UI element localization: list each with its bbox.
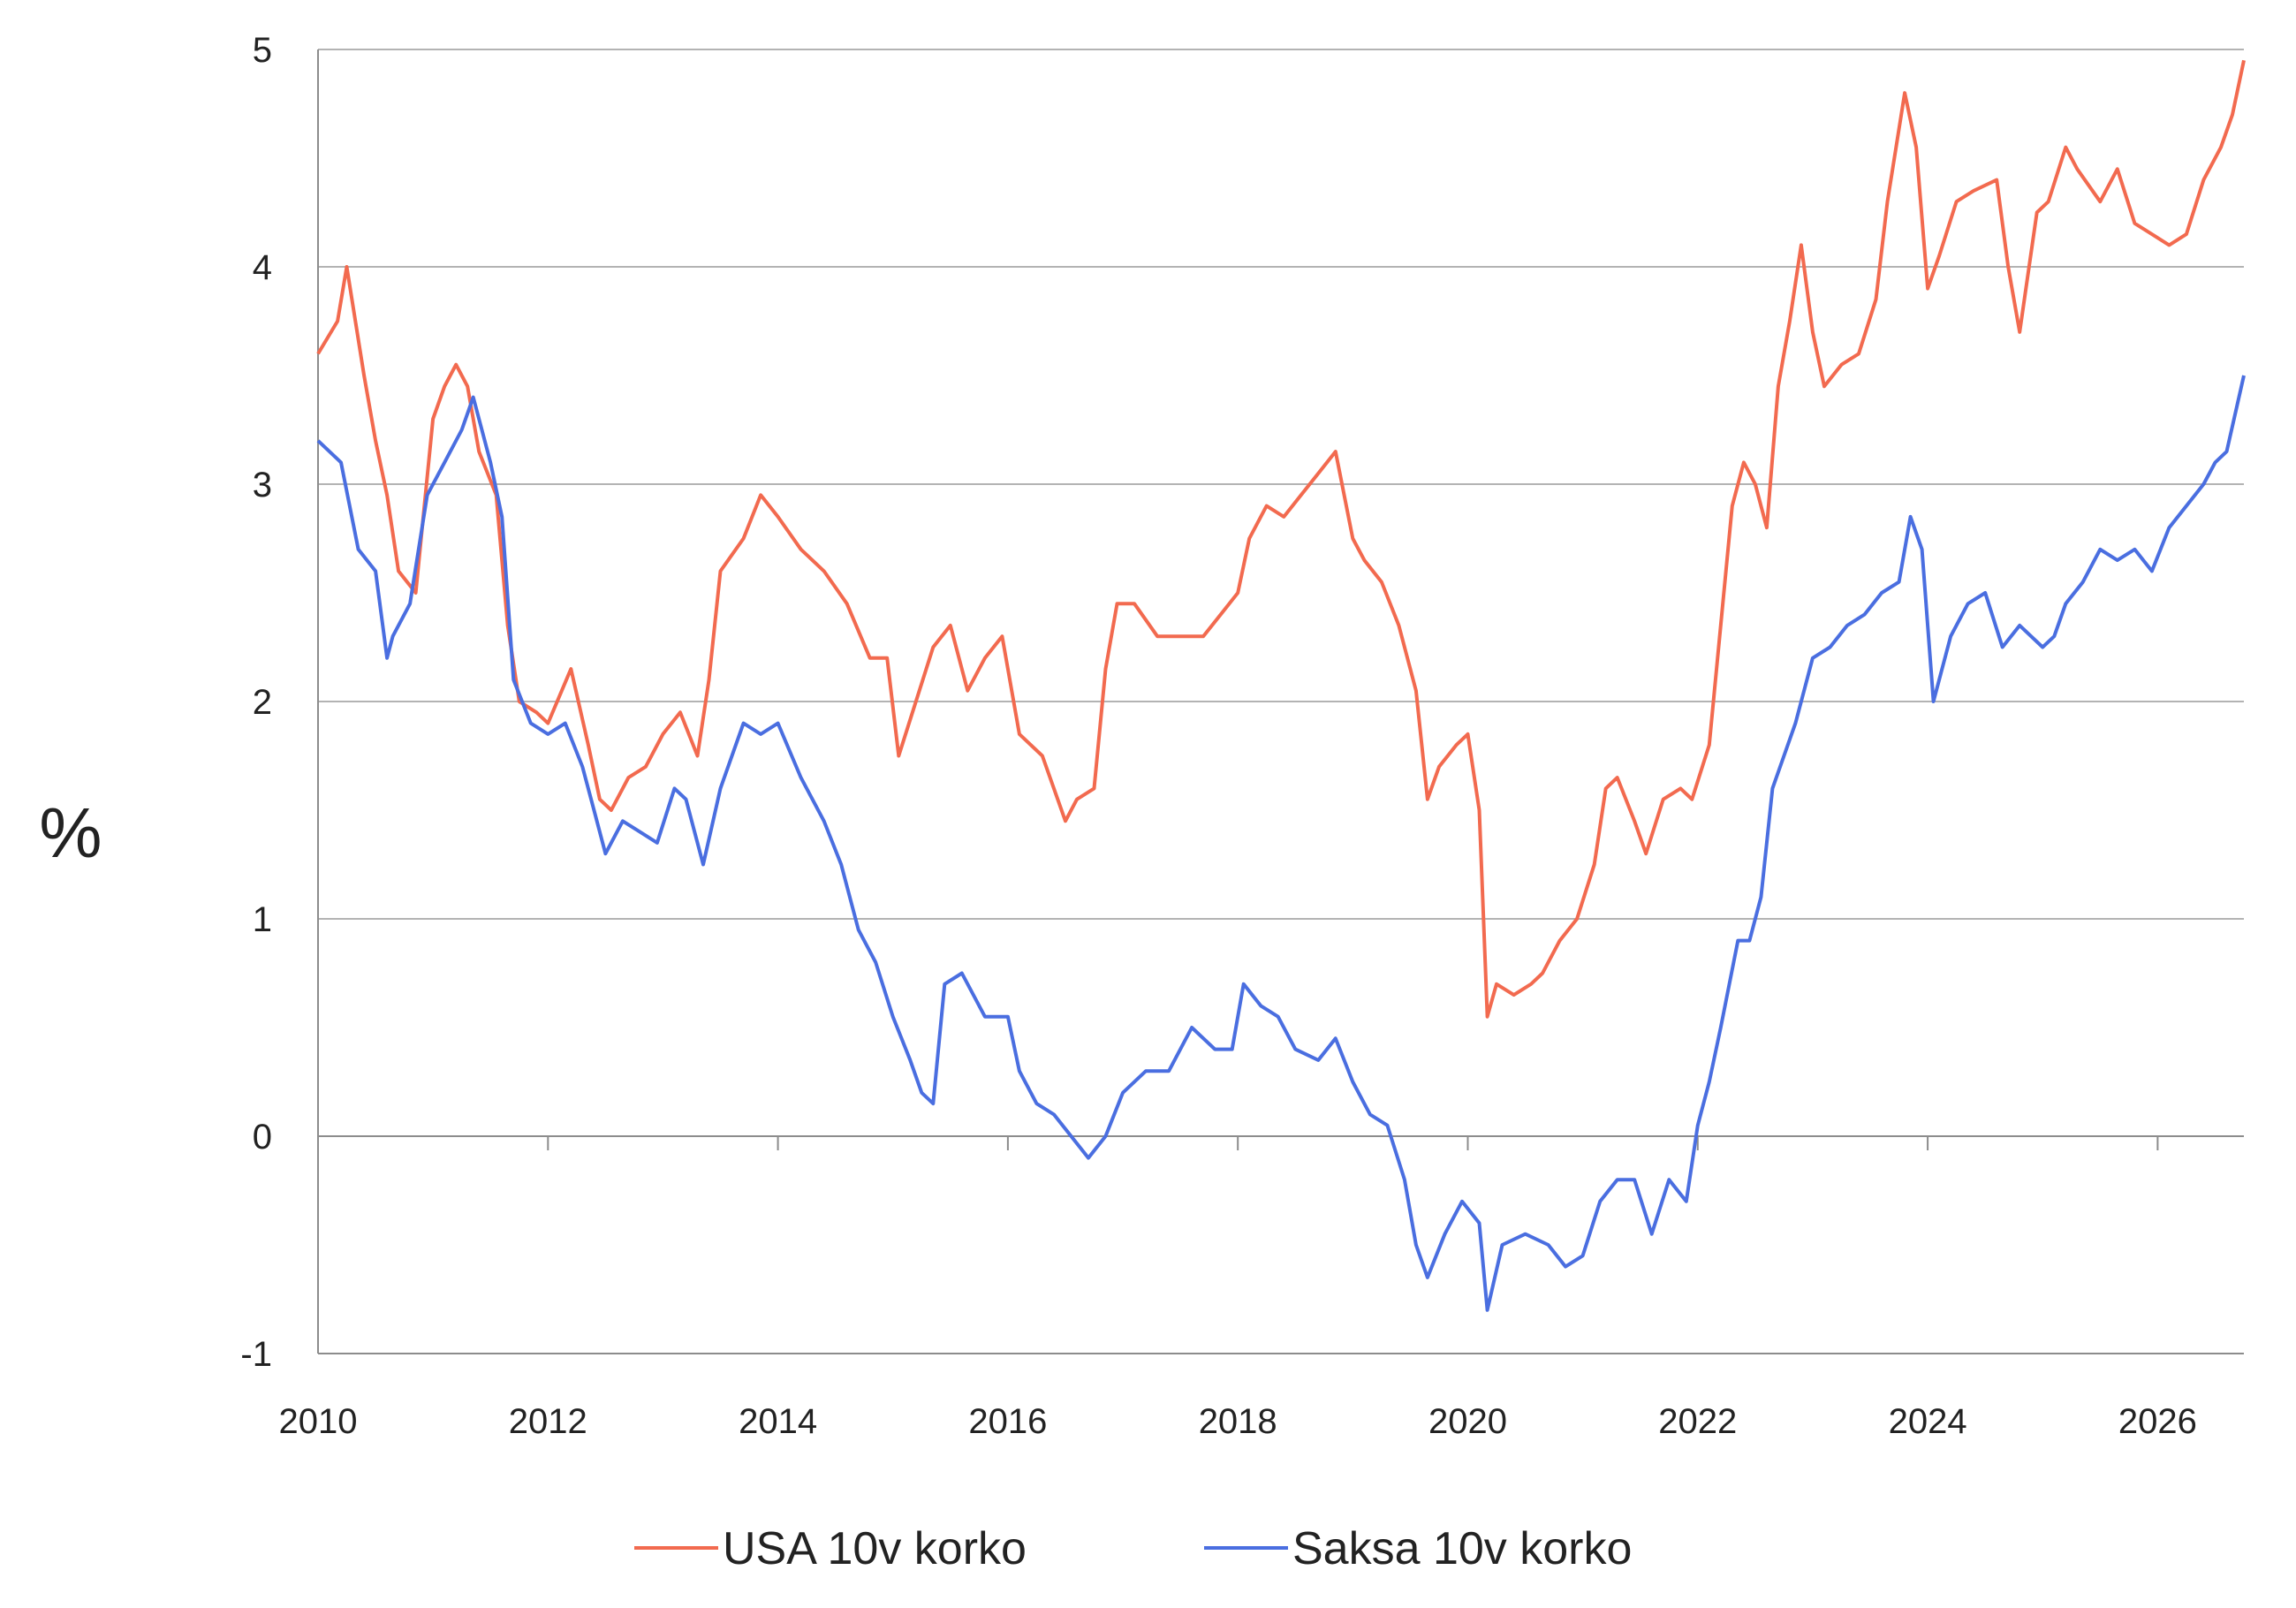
legend: USA 10v korko Saksa 10v korko xyxy=(634,1523,1632,1574)
x-tick-label: 2020 xyxy=(1428,1402,1507,1441)
y-tick-label: 0 xyxy=(253,1118,272,1157)
x-tick-label: 2010 xyxy=(279,1402,358,1441)
legend-label-1: Saksa 10v korko xyxy=(1292,1523,1632,1574)
x-tick-label: 2014 xyxy=(739,1402,817,1441)
series-line-0 xyxy=(316,59,2246,1019)
y-tick-label: 4 xyxy=(253,248,272,287)
axes xyxy=(317,49,2244,1354)
legend-label-0: USA 10v korko xyxy=(723,1523,1027,1574)
y-tick-label: -1 xyxy=(240,1335,272,1374)
y-tick-label: 2 xyxy=(253,683,272,722)
x-tick-label: 2016 xyxy=(968,1402,1047,1441)
y-axis-label: % xyxy=(39,793,102,872)
x-tick-label: 2012 xyxy=(509,1402,587,1441)
y-tick-label: 3 xyxy=(253,466,272,504)
y-tick-label: 5 xyxy=(253,31,272,70)
x-tick-label: 2026 xyxy=(2118,1402,2197,1441)
series-line-1 xyxy=(316,375,2246,1312)
gridlines xyxy=(318,49,2244,1354)
series-lines xyxy=(316,59,2246,1312)
x-tick-label: 2024 xyxy=(1889,1402,1967,1441)
x-tick-label: 2018 xyxy=(1199,1402,1277,1441)
y-tick-label: 1 xyxy=(253,900,272,939)
x-tick-label: 2022 xyxy=(1658,1402,1737,1441)
tick-labels: -1 0 1 2 3 4 5 2010 2012 2014 2016 2018 2020 2022 2024… xyxy=(240,31,2196,1441)
